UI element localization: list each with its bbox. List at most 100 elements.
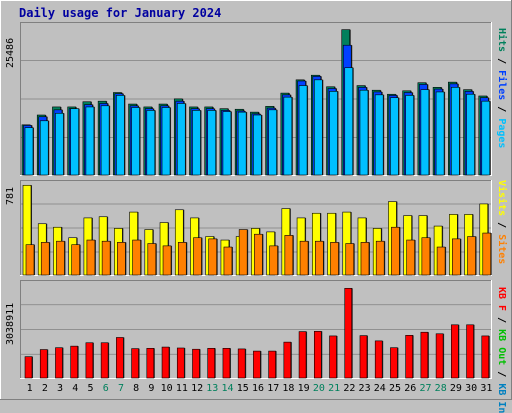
sites-bar [482, 232, 492, 276]
kbytes-bar [435, 333, 444, 379]
day-label: 4 [72, 383, 79, 394]
pages-bar [268, 109, 277, 176]
kbytes-bar [268, 350, 276, 379]
day-label: 10 [160, 383, 173, 394]
day-label: 15 [236, 383, 249, 394]
day-label: 13 [206, 383, 219, 394]
pages-bar [420, 89, 430, 176]
day-label: 2 [41, 383, 48, 394]
pages-bar [24, 127, 34, 176]
kbytes-panel-max-label: 3038911 [5, 302, 16, 345]
sites-bar [238, 229, 248, 276]
day-label: 16 [251, 383, 265, 394]
kbytes-bar [39, 349, 48, 379]
legend-item: Files [496, 70, 507, 101]
pages-bar [70, 108, 79, 176]
day-label: 23 [358, 383, 371, 394]
sites-bar [117, 242, 126, 276]
pages-bar [298, 85, 308, 176]
sites-bar [132, 239, 141, 276]
kbytes-bar [100, 342, 109, 379]
visits-panel-max-label: 781 [5, 186, 16, 205]
day-label: 14 [221, 383, 234, 394]
sites-bar [375, 240, 385, 276]
pages-bar [161, 107, 171, 176]
legend-item: Hits [496, 28, 507, 53]
legend-item: KB In [496, 383, 507, 413]
pages-bar [192, 110, 201, 176]
kbytes-bar [24, 356, 33, 379]
sites-bar [284, 235, 294, 276]
kbytes-bar [466, 324, 474, 379]
day-label: 25 [389, 383, 402, 394]
sites-bar [436, 246, 446, 276]
legend-separator: / [496, 365, 507, 384]
legend-item: KB F [496, 287, 507, 312]
pages-bar [329, 91, 338, 176]
sites-bar [162, 245, 172, 276]
hits-panel-legend: Hits / Files / Pages [496, 28, 507, 148]
kbytes-bar [405, 335, 413, 379]
kbytes-bar [283, 341, 292, 379]
legend-item: Sites [496, 234, 507, 265]
day-label: 12 [191, 383, 204, 394]
day-label: 20 [312, 383, 325, 394]
chart-title: Daily usage for January 2024 [19, 6, 222, 20]
pages-bar [390, 97, 399, 176]
kbytes-bar [161, 346, 170, 379]
kbytes-bar [313, 330, 322, 379]
pages-bar [39, 120, 49, 176]
sites-bar [25, 244, 35, 276]
kbytes-bar [237, 348, 246, 379]
pages-bar [237, 111, 247, 176]
pages-bar [222, 111, 232, 176]
day-label: 3 [57, 383, 64, 394]
sites-bar [56, 240, 65, 276]
sites-bar [314, 240, 324, 276]
legend-item: Visits [496, 180, 507, 217]
pages-bar [344, 67, 354, 176]
legend-item: Pages [496, 118, 507, 149]
day-label: 17 [267, 383, 280, 394]
day-label: 22 [343, 383, 356, 394]
kbytes-bar [116, 337, 124, 379]
sites-bar [101, 240, 111, 276]
day-label: 5 [87, 383, 94, 394]
sites-bar [193, 237, 202, 276]
day-label: 1 [26, 383, 33, 394]
legend-separator: / [496, 100, 507, 119]
pages-bar [116, 95, 125, 176]
day-label: 26 [404, 383, 417, 394]
pages-bar [374, 94, 384, 176]
chart-panels [20, 22, 492, 379]
kbytes-bar [146, 348, 155, 379]
pages-bar [481, 100, 491, 176]
kbytes-bar [298, 331, 307, 379]
pages-bar [435, 91, 445, 176]
pages-bar [253, 114, 262, 176]
sites-bar [269, 245, 278, 276]
sites-bar [86, 239, 96, 276]
pages-bar [131, 107, 140, 176]
kbytes-bar [253, 350, 261, 379]
sites-bar [147, 243, 157, 276]
sites-bar [360, 242, 370, 276]
legend-item: KB Out [496, 329, 507, 366]
pages-bar [359, 89, 369, 176]
kbytes-bar [176, 347, 185, 379]
day-label: 21 [328, 383, 341, 394]
kbytes-bar [329, 335, 337, 379]
pages-bar [176, 103, 186, 176]
kbytes-bar [359, 335, 368, 379]
hits-panel-max-label: 25486 [5, 37, 16, 68]
pages-bar [466, 93, 475, 176]
kbytes-bar [390, 347, 398, 379]
pages-bar [85, 106, 95, 176]
sites-bar [467, 236, 476, 276]
sites-bar [177, 242, 187, 276]
day-label: 27 [419, 383, 432, 394]
sites-bar [330, 242, 339, 276]
day-label: 24 [373, 383, 386, 394]
sites-bar [208, 238, 218, 276]
